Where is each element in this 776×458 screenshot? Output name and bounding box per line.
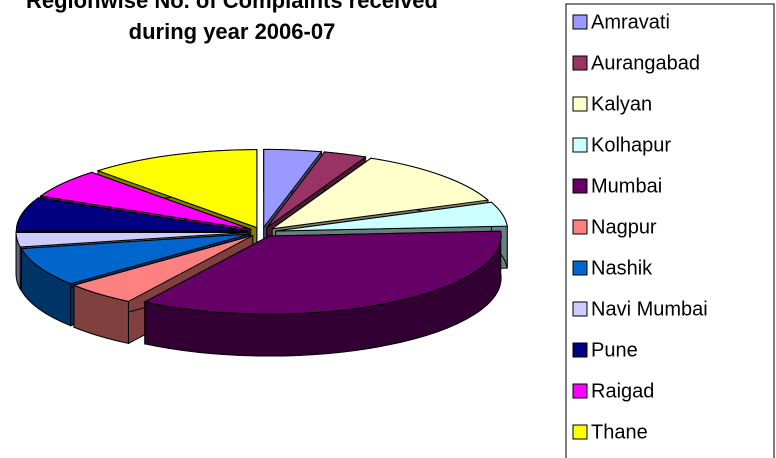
legend-swatch — [572, 219, 588, 235]
slice — [143, 230, 502, 357]
legend-box — [565, 3, 775, 458]
legend-label: Pune — [591, 339, 638, 361]
chart-title: Regionwise No. of Complaints received — [26, 0, 438, 13]
legend-label: Thane — [591, 421, 648, 443]
legend-label: Mumbai — [591, 175, 662, 197]
slice-top — [72, 235, 253, 302]
legend-label: Aurangabad — [591, 52, 700, 74]
slice-top — [15, 231, 249, 248]
legend-swatch — [572, 342, 588, 358]
legend-swatch — [572, 96, 588, 112]
legend-swatch — [572, 137, 588, 153]
slice-top — [96, 149, 258, 229]
slice-top — [143, 230, 502, 315]
legend-label: Kolhapur — [591, 134, 671, 156]
pie — [15, 148, 508, 357]
slice-top — [20, 233, 250, 285]
legend-swatch — [572, 14, 588, 30]
legend-label: Raigad — [591, 380, 654, 402]
legend-swatch — [572, 424, 588, 440]
slice-top — [266, 151, 367, 228]
legend-label: Nashik — [591, 257, 653, 279]
chart-subtitle: during year 2006-07 — [129, 19, 336, 44]
legend-swatch — [572, 260, 588, 276]
slice-top — [275, 201, 508, 232]
legend-label: Amravati — [591, 11, 670, 33]
legend-swatch — [572, 178, 588, 194]
slice-top — [263, 148, 323, 229]
legend-swatch — [572, 55, 588, 71]
legend-swatch — [572, 301, 588, 317]
slice-top — [15, 197, 249, 232]
slice-top — [39, 171, 251, 230]
legend-label: Nagpur — [591, 216, 657, 238]
slice-top — [271, 157, 490, 230]
legend-label: Navi Mumbai — [591, 298, 708, 320]
legend-label: Kalyan — [591, 93, 652, 115]
legend-swatch — [572, 383, 588, 399]
